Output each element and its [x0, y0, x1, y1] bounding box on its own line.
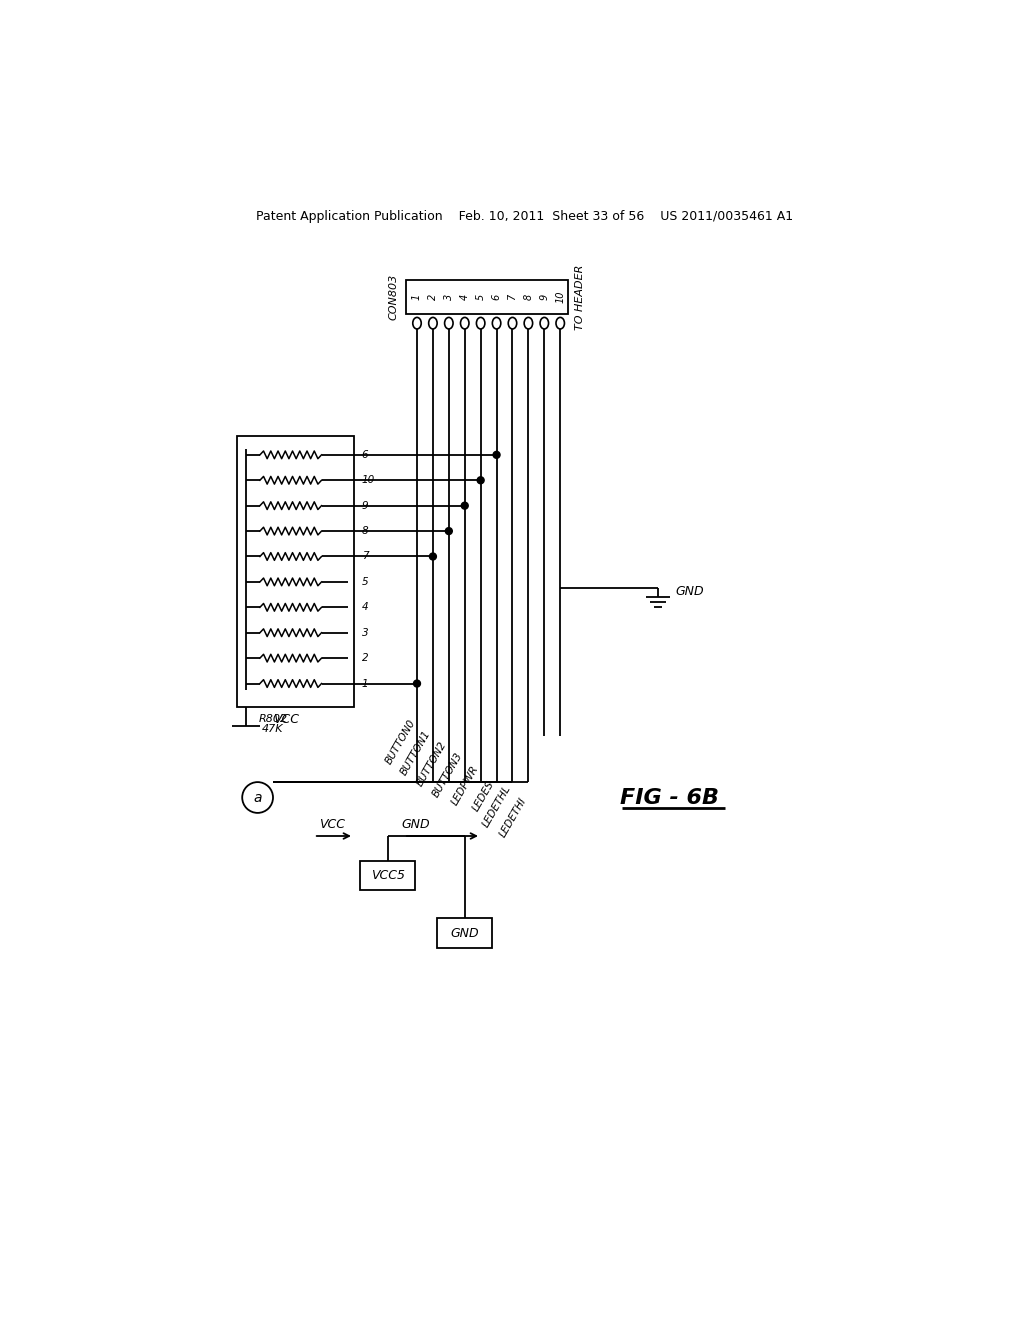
Text: 2: 2: [428, 294, 438, 300]
Text: 3: 3: [443, 294, 454, 300]
Text: VCC5: VCC5: [371, 869, 404, 882]
Text: BUTTON1: BUTTON1: [399, 729, 433, 777]
Text: R802: R802: [258, 714, 288, 723]
Text: VCC: VCC: [319, 818, 345, 832]
Circle shape: [445, 528, 453, 535]
Text: 9: 9: [361, 500, 369, 511]
Text: a: a: [253, 791, 262, 804]
Ellipse shape: [429, 317, 437, 329]
Circle shape: [414, 680, 421, 686]
Text: 47K: 47K: [262, 723, 284, 734]
Text: 10: 10: [361, 475, 375, 486]
Text: 10: 10: [555, 290, 565, 304]
Circle shape: [429, 553, 436, 560]
Circle shape: [461, 502, 468, 510]
Text: GND: GND: [451, 927, 479, 940]
Text: BUTTON0: BUTTON0: [383, 718, 417, 766]
Text: CON803: CON803: [389, 273, 399, 321]
Text: BUTTON2: BUTTON2: [415, 739, 449, 788]
Ellipse shape: [461, 317, 469, 329]
Ellipse shape: [476, 317, 485, 329]
Text: 9: 9: [540, 294, 549, 300]
Ellipse shape: [508, 317, 517, 329]
Text: 8: 8: [523, 294, 534, 300]
Text: 5: 5: [476, 294, 485, 300]
Ellipse shape: [493, 317, 501, 329]
Bar: [360, 861, 416, 890]
Ellipse shape: [540, 317, 549, 329]
Text: 1: 1: [361, 678, 369, 689]
Bar: [407, 280, 568, 314]
Text: 3: 3: [361, 628, 369, 638]
Text: 8: 8: [361, 527, 369, 536]
Text: LEDETHI: LEDETHI: [498, 796, 528, 840]
Ellipse shape: [444, 317, 453, 329]
Text: 4: 4: [361, 602, 369, 612]
Text: 6: 6: [492, 294, 502, 300]
Text: 6: 6: [361, 450, 369, 459]
Text: GND: GND: [675, 585, 703, 598]
Text: VCC: VCC: [273, 713, 299, 726]
Text: TO HEADER: TO HEADER: [575, 264, 586, 330]
Ellipse shape: [556, 317, 564, 329]
Text: BUTTON3: BUTTON3: [431, 750, 465, 799]
Text: Patent Application Publication    Feb. 10, 2011  Sheet 33 of 56    US 2011/00354: Patent Application Publication Feb. 10, …: [256, 210, 794, 223]
Ellipse shape: [524, 317, 532, 329]
Circle shape: [477, 477, 484, 483]
Bar: [437, 919, 493, 948]
Text: 2: 2: [361, 653, 369, 663]
Circle shape: [243, 781, 273, 813]
Text: FIG - 6B: FIG - 6B: [621, 788, 719, 808]
Text: LEDETHL: LEDETHL: [480, 784, 512, 829]
Text: 5: 5: [361, 577, 369, 587]
Text: GND: GND: [401, 818, 430, 832]
Ellipse shape: [413, 317, 421, 329]
Circle shape: [494, 451, 500, 458]
Bar: [237, 436, 354, 706]
Text: 7: 7: [361, 552, 369, 561]
Text: 7: 7: [508, 294, 517, 300]
Text: LEDES: LEDES: [471, 779, 497, 813]
Text: LEDPWR: LEDPWR: [450, 764, 480, 807]
Text: 4: 4: [460, 294, 470, 300]
Text: 1: 1: [412, 294, 422, 300]
